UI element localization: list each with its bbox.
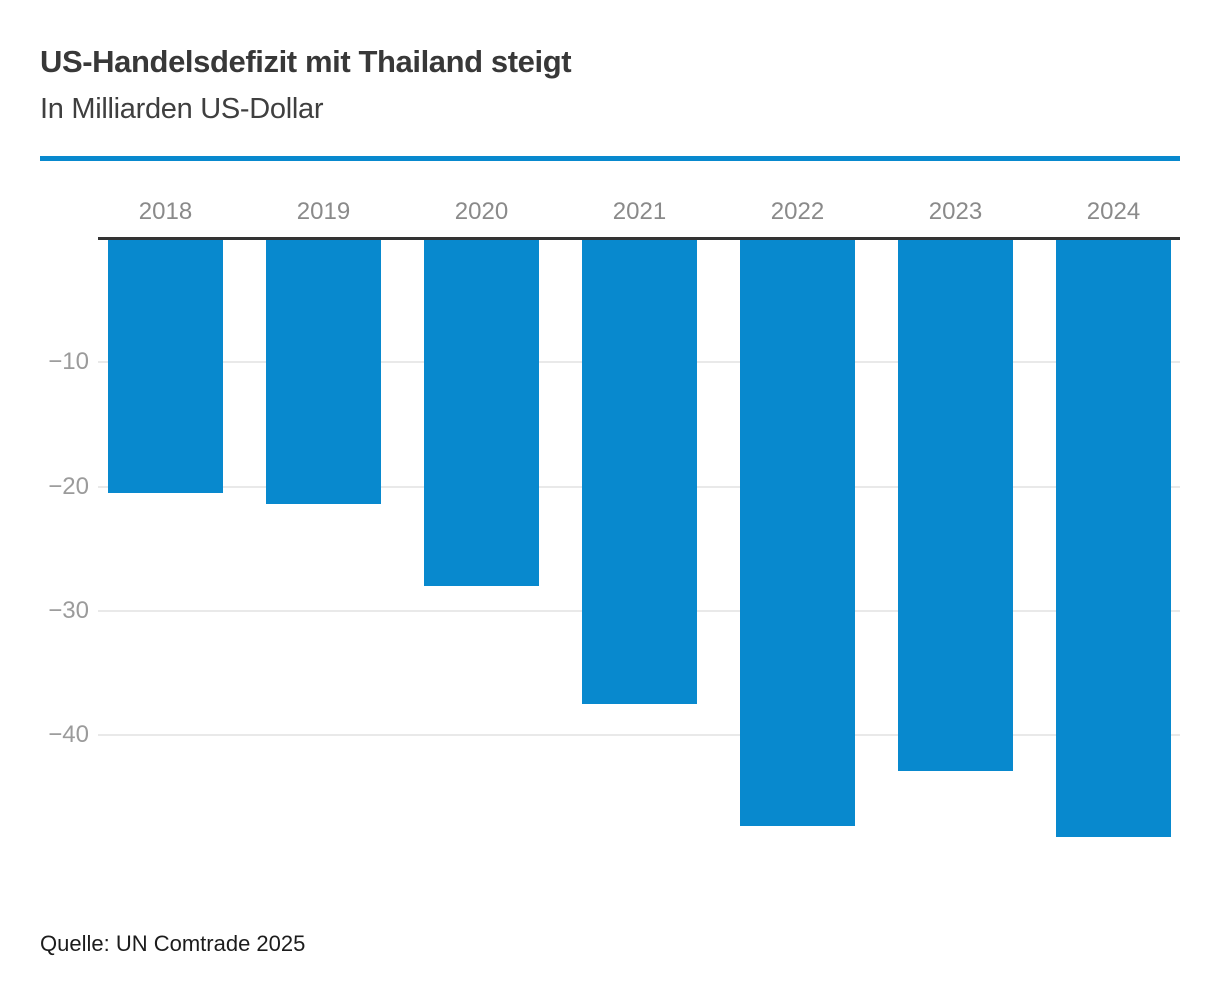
ytick-label: −20 bbox=[48, 473, 89, 500]
bar-2018 bbox=[108, 237, 223, 493]
year-label: 2018 bbox=[138, 198, 193, 225]
year-label: 2020 bbox=[454, 198, 509, 225]
ytick-label: −30 bbox=[48, 597, 89, 624]
gridline bbox=[98, 734, 1180, 736]
bar-2022 bbox=[740, 237, 855, 826]
year-label: 2023 bbox=[928, 198, 983, 225]
year-label: 2024 bbox=[1086, 198, 1141, 225]
bar-2024 bbox=[1056, 237, 1171, 837]
ytick-label: −40 bbox=[48, 721, 89, 748]
year-label: 2021 bbox=[612, 198, 667, 225]
bar-2023 bbox=[898, 237, 1013, 771]
chart-title: US-Handelsdefizit mit Thailand steigt bbox=[40, 44, 572, 79]
ytick-label: −10 bbox=[48, 348, 89, 375]
year-label: 2019 bbox=[296, 198, 351, 225]
bar-2021 bbox=[582, 237, 697, 704]
chart-subtitle: In Milliarden US-Dollar bbox=[40, 93, 324, 125]
zero-axis-line bbox=[98, 237, 1180, 240]
bar-chart: −10 −20 −30 −40 2018 2019 2020 2021 2022 2023 2024 bbox=[48, 199, 1180, 862]
accent-rule bbox=[40, 156, 1180, 161]
year-label: 2022 bbox=[770, 198, 825, 225]
source-note: Quelle: UN Comtrade 2025 bbox=[40, 931, 306, 956]
bar-2019 bbox=[266, 237, 381, 504]
bar-2020 bbox=[424, 237, 539, 586]
